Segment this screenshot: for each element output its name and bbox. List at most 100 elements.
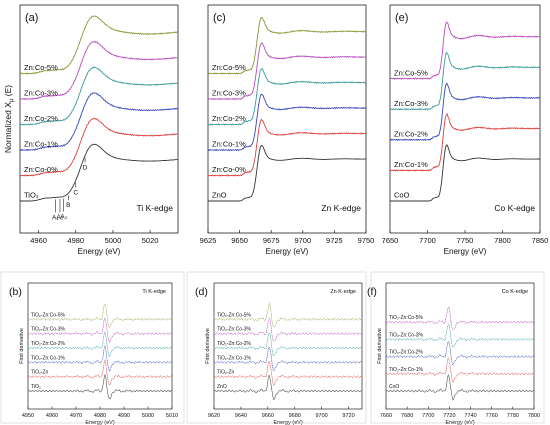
series-label: TiO₂-Zn:Co-3% — [217, 327, 252, 333]
series-label: Zn:Co-3% — [24, 89, 58, 98]
series-label: Zn:Co-2% — [212, 114, 246, 123]
panel-letter: (e) — [395, 12, 408, 24]
series-line — [207, 93, 367, 152]
edge-label: Ti K-edge — [136, 203, 173, 213]
series-label: Zn:Co-1% — [24, 140, 58, 149]
x-tick-label: 7660 — [380, 413, 392, 419]
x-tick-label: 7700 — [422, 413, 434, 419]
series-line — [27, 303, 173, 329]
edge-label: Ti K-edge — [142, 289, 166, 295]
x-tick-label: 4980 — [67, 236, 84, 245]
x-tick-label: 7780 — [507, 413, 519, 419]
x-tick-label: 4960 — [46, 413, 58, 419]
subfigure-frame — [0, 271, 185, 424]
series-label: TiO₂-Zn:Co-2% — [389, 350, 424, 356]
x-tick-label: 7800 — [528, 413, 540, 419]
series-line — [27, 373, 173, 400]
series-line — [385, 306, 535, 330]
series-line — [390, 144, 540, 202]
x-tick-label: 5000 — [142, 413, 154, 419]
x-axis-label: Energy (eV) — [444, 247, 487, 256]
x-tick-label: 9680 — [289, 413, 301, 419]
x-tick-label: 7760 — [486, 413, 498, 419]
x-tick-label: 9700 — [316, 413, 328, 419]
x-tick-label: 7680 — [401, 413, 413, 419]
x-tick-label: 4980 — [94, 413, 106, 419]
panel-letter: (c) — [213, 12, 226, 24]
series-label: TiO₂ — [31, 384, 41, 390]
x-tick-label: 4960 — [30, 236, 47, 245]
x-axis-label: Energy (eV) — [78, 247, 121, 256]
x-tick-label: 9620 — [208, 413, 220, 419]
panel-letter: (a) — [25, 12, 38, 24]
panel-d: 9620 9640 9660 9680 9700 9720 Energy (eV) (d) Zn… — [195, 282, 363, 425]
x-tick-label: 5000 — [105, 236, 122, 245]
series-label: Zn:Co-1% — [394, 160, 428, 169]
plot-frame — [389, 4, 541, 234]
x-tick-label: 9675 — [263, 236, 280, 245]
y-axis-label: First derivative — [205, 328, 211, 364]
series-label: TiO₂-Zn:Co-1% — [217, 355, 252, 361]
series-line — [385, 341, 535, 366]
series-line — [19, 66, 179, 126]
series-line — [27, 317, 173, 344]
x-axis-label: Energy (eV) — [85, 420, 115, 425]
series-label: ZnO — [217, 384, 227, 390]
series-line — [27, 359, 173, 386]
x-tick-label: 5010 — [166, 413, 178, 419]
series-line — [19, 40, 179, 101]
series-line — [389, 113, 541, 172]
series-label: Zn:Co-3% — [394, 99, 428, 108]
series-line — [213, 302, 363, 328]
x-tick-label: 9700 — [294, 236, 311, 245]
x-tick-label: 9650 — [231, 236, 248, 245]
x-tick-label: 4990 — [118, 413, 130, 419]
peak-label: B — [66, 202, 70, 209]
series-label: TiO₂-Zn:Co-2% — [31, 341, 66, 347]
series-line — [20, 143, 179, 202]
series-line — [19, 117, 179, 177]
x-tick-label: 7650 — [382, 236, 399, 245]
series-line — [213, 375, 363, 401]
x-tick-label: 7720 — [443, 413, 455, 419]
plot-frame — [213, 282, 363, 410]
panel-f: 7660 7680 7700 7720 7740 7760 7780 7800 Energy (… — [367, 282, 540, 425]
x-tick-label: 7750 — [457, 236, 474, 245]
series-line — [389, 21, 541, 80]
x-tick-label: 9625 — [200, 236, 217, 245]
series-label: Zn:Co-0% — [212, 165, 246, 174]
plot-frame — [385, 282, 535, 410]
series-line — [385, 357, 535, 383]
x-tick-label: 5020 — [142, 236, 159, 245]
series-label: Zn:Co-0% — [24, 165, 58, 174]
plot-frame — [207, 4, 367, 234]
peak-label: A₂ — [57, 214, 64, 221]
x-axis-label: Energy (eV) — [266, 247, 309, 256]
series-line — [208, 144, 366, 202]
series-label: ZnO — [212, 191, 227, 200]
subfigure-frame — [186, 271, 367, 424]
peak-label: C — [73, 189, 78, 196]
series-line — [213, 317, 363, 342]
panel-letter: (d) — [195, 286, 208, 298]
series-label: TiO₂-Zn:Co-1% — [389, 367, 424, 373]
series-line — [385, 374, 535, 401]
panel-b: 4950 4960 4970 4980 4990 5000 5010 Energy (eV) (… — [9, 282, 178, 425]
series-line — [389, 82, 541, 141]
y-axis-label: First derivative — [19, 328, 25, 364]
x-tick-label: 4950 — [22, 413, 34, 419]
series-label: TiO₂-Zn:Co-2% — [217, 341, 252, 347]
series-label: Zn:Co-2% — [394, 130, 428, 139]
x-tick-label: 9725 — [326, 236, 343, 245]
x-tick-label: 7740 — [464, 413, 476, 419]
series-line — [213, 332, 363, 356]
series-label: TiO₂-Zn:Co-5% — [389, 315, 424, 321]
edge-label: Co K-edge — [494, 203, 535, 213]
series-label: TiO₂-Zn:Co-3% — [389, 332, 424, 338]
x-tick-label: 9750 — [358, 236, 375, 245]
series-line — [207, 17, 367, 75]
panel-letter: (b) — [9, 286, 22, 298]
series-line — [213, 360, 363, 386]
peak-label: A₃ — [60, 213, 67, 220]
